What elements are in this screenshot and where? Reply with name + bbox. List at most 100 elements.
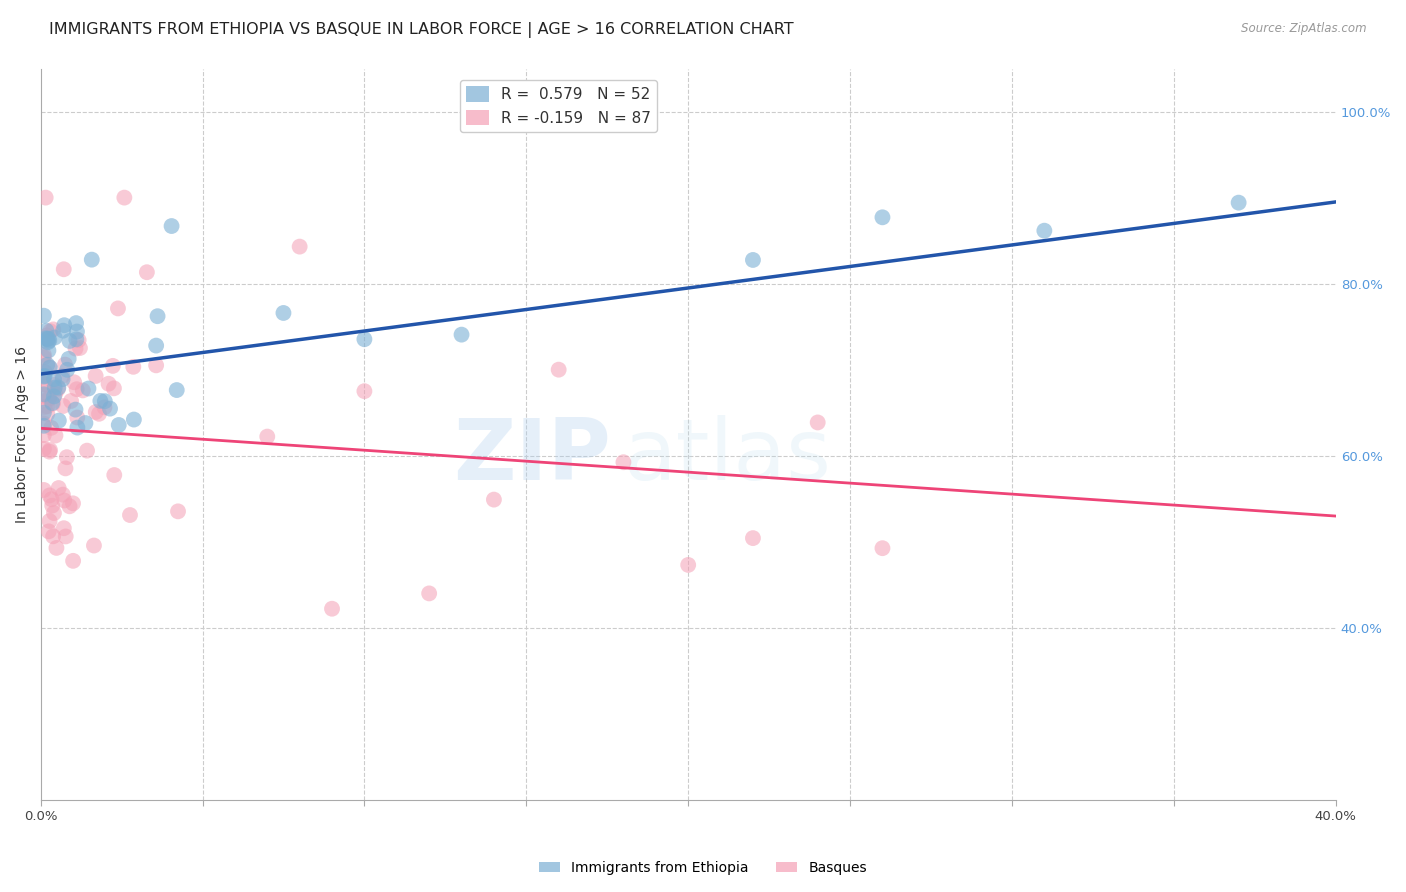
- Point: [62, 554, 84, 568]
- Text: Source: ZipAtlas.com: Source: ZipAtlas.com: [1241, 22, 1367, 36]
- Point: [135, 265, 157, 279]
- Legend: Immigrants from Ethiopia, Basques: Immigrants from Ethiopia, Basques: [533, 855, 873, 880]
- Point: [166, 383, 188, 397]
- Point: [256, 429, 278, 443]
- Point: [32, 418, 55, 433]
- Point: [38, 360, 60, 375]
- Point: [58, 500, 80, 514]
- Point: [35, 328, 58, 343]
- Point: [75, 416, 97, 430]
- Point: [1033, 224, 1056, 238]
- Point: [118, 508, 141, 522]
- Point: [742, 531, 765, 545]
- Point: [66, 325, 89, 339]
- Point: [34, 331, 56, 345]
- Point: [55, 529, 77, 543]
- Point: [84, 368, 107, 383]
- Point: [42, 322, 65, 336]
- Point: [53, 493, 76, 508]
- Point: [482, 492, 505, 507]
- Point: [353, 332, 375, 346]
- Point: [742, 252, 765, 267]
- Point: [321, 601, 343, 615]
- Point: [67, 333, 90, 347]
- Point: [66, 410, 89, 425]
- Point: [46, 381, 69, 395]
- Point: [122, 412, 145, 426]
- Point: [44, 330, 66, 344]
- Point: [41, 396, 63, 410]
- Y-axis label: In Labor Force | Age > 16: In Labor Force | Age > 16: [15, 346, 30, 523]
- Point: [37, 332, 59, 346]
- Point: [66, 420, 89, 434]
- Point: [38, 444, 60, 458]
- Point: [42, 389, 65, 403]
- Point: [69, 341, 91, 355]
- Point: [51, 368, 73, 383]
- Point: [32, 348, 55, 362]
- Point: [39, 324, 62, 338]
- Point: [63, 376, 86, 390]
- Point: [32, 387, 55, 401]
- Point: [38, 334, 60, 348]
- Point: [62, 496, 84, 510]
- Point: [52, 262, 75, 277]
- Point: [160, 219, 183, 233]
- Point: [66, 382, 89, 396]
- Point: [872, 211, 894, 225]
- Point: [34, 368, 56, 383]
- Point: [65, 402, 87, 417]
- Point: [42, 396, 65, 410]
- Point: [80, 252, 103, 267]
- Point: [39, 421, 62, 435]
- Point: [107, 301, 129, 316]
- Point: [37, 335, 59, 350]
- Point: [42, 506, 65, 520]
- Point: [45, 541, 67, 555]
- Point: [46, 382, 69, 396]
- Point: [34, 377, 56, 392]
- Text: IMMIGRANTS FROM ETHIOPIA VS BASQUE IN LABOR FORCE | AGE > 16 CORRELATION CHART: IMMIGRANTS FROM ETHIOPIA VS BASQUE IN LA…: [49, 22, 794, 38]
- Legend: R =  0.579   N = 52, R = -0.159   N = 87: R = 0.579 N = 52, R = -0.159 N = 87: [460, 79, 657, 132]
- Point: [34, 377, 56, 392]
- Text: ZIP: ZIP: [453, 415, 610, 498]
- Point: [145, 359, 167, 373]
- Point: [53, 358, 76, 372]
- Point: [167, 504, 190, 518]
- Point: [288, 239, 311, 253]
- Point: [65, 332, 87, 346]
- Point: [273, 306, 295, 320]
- Point: [44, 428, 66, 442]
- Point: [32, 388, 55, 402]
- Point: [60, 394, 83, 409]
- Point: [52, 372, 75, 386]
- Point: [76, 443, 98, 458]
- Point: [145, 338, 167, 352]
- Point: [42, 378, 65, 392]
- Point: [52, 399, 75, 413]
- Point: [32, 351, 55, 365]
- Point: [77, 382, 100, 396]
- Point: [450, 327, 472, 342]
- Point: [56, 363, 79, 377]
- Point: [807, 416, 830, 430]
- Point: [103, 468, 125, 483]
- Point: [72, 384, 94, 398]
- Point: [38, 524, 60, 539]
- Point: [32, 309, 55, 323]
- Point: [32, 406, 55, 420]
- Point: [58, 334, 80, 348]
- Point: [547, 362, 569, 376]
- Point: [41, 492, 63, 507]
- Point: [34, 365, 56, 379]
- Point: [103, 381, 125, 395]
- Point: [48, 481, 70, 495]
- Point: [38, 488, 60, 502]
- Point: [32, 417, 55, 431]
- Point: [32, 428, 55, 442]
- Point: [32, 442, 55, 456]
- Point: [612, 455, 634, 469]
- Point: [37, 358, 59, 372]
- Point: [52, 324, 75, 338]
- Point: [32, 483, 55, 497]
